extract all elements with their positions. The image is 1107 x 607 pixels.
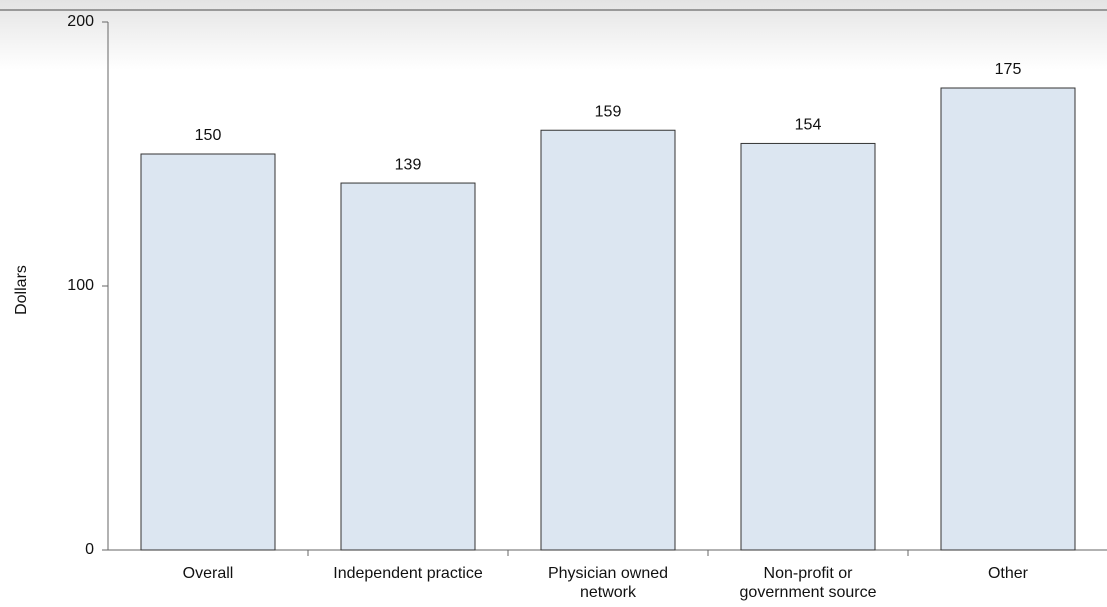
data-label: 150 [195,127,222,144]
bar [940,87,1076,551]
x-tick-label: Physician owned network [547,565,669,601]
bar [140,153,276,551]
y-tick-label: 0 [85,541,94,558]
bar [340,182,476,551]
bar [540,129,676,551]
header-band [0,0,1107,70]
x-tick-label: Non-profit or government source [739,565,877,601]
y-tick-label: 100 [67,277,94,294]
x-tick-label: Independent practice [333,565,483,582]
bar [740,142,876,551]
y-tick-label: 200 [67,13,94,30]
x-tick-label: Overall [182,565,234,582]
data-label: 159 [595,103,622,120]
data-label: 175 [995,61,1022,78]
y-axis-label: Dollars [13,265,30,315]
data-label: 139 [395,156,422,173]
x-tick-label: Other [987,565,1028,582]
data-label: 154 [795,117,822,134]
